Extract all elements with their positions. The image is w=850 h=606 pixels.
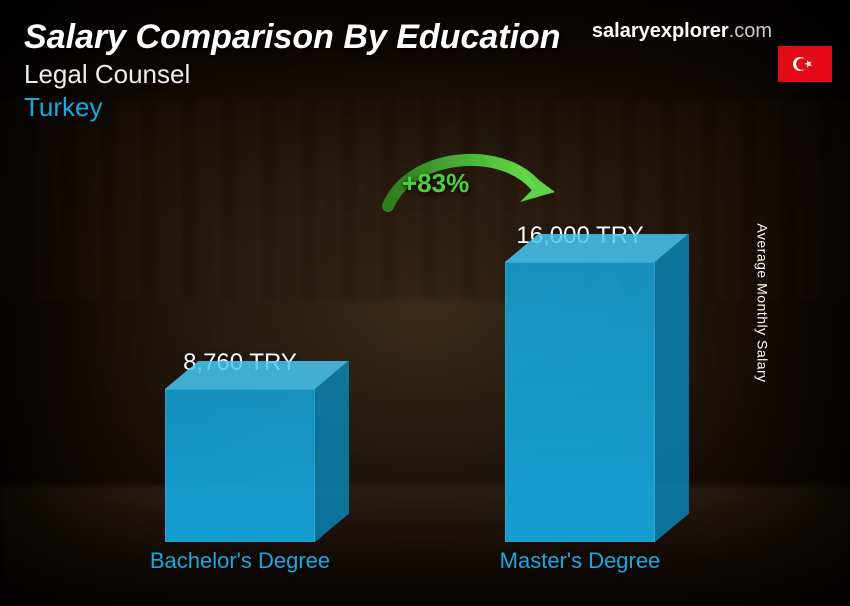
bar-3d — [505, 262, 655, 542]
bar-label: Bachelor's Degree — [110, 548, 370, 574]
bar-3d — [165, 389, 315, 542]
brand-suffix: .com — [729, 20, 772, 42]
header-block: Salary Comparison By Education Legal Cou… — [24, 18, 561, 123]
brand-logo: salaryexplorer.com — [592, 20, 772, 43]
bar-bachelors: 8,760 TRY Bachelor's Degree — [140, 349, 340, 542]
turkey-flag-icon — [778, 46, 832, 82]
increase-percent: +83% — [402, 168, 469, 199]
bar-masters: 16,000 TRY Master's Degree — [480, 222, 680, 542]
chart-title: Salary Comparison By Education — [24, 18, 561, 57]
bar-label: Master's Degree — [450, 548, 710, 574]
chart-subtitle: Legal Counsel — [24, 59, 561, 90]
chart-country: Turkey — [24, 92, 561, 123]
brand-name: salaryexplorer — [592, 20, 729, 42]
bar-chart: +83% 8,760 TRY Bachelor's Degree 16,000 … — [80, 138, 760, 578]
